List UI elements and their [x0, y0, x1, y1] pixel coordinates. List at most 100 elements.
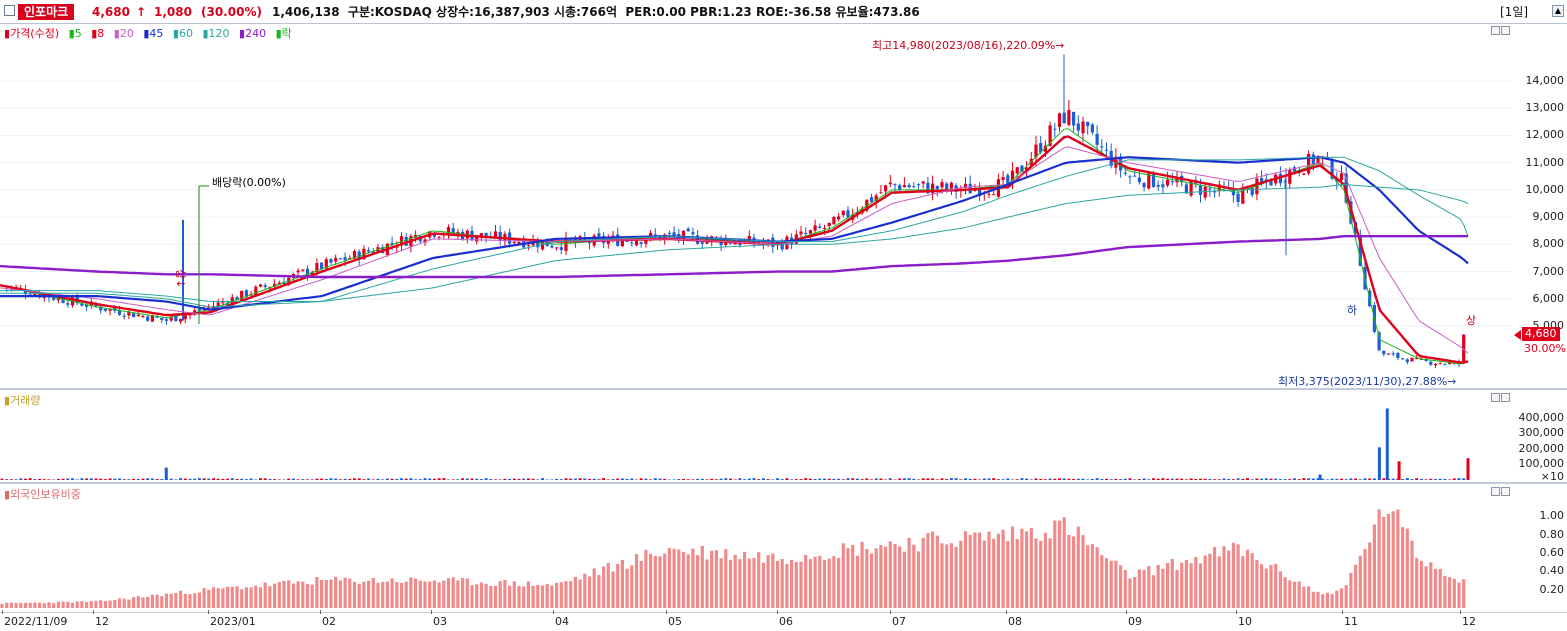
- candle-body: [146, 316, 149, 320]
- volume-bar: [198, 478, 201, 480]
- foreign-bar: [1053, 520, 1056, 608]
- candle-body: [889, 183, 892, 184]
- foreign-bar: [1006, 541, 1009, 608]
- panel-close-icon[interactable]: [1501, 393, 1510, 402]
- foreign-bar: [1453, 579, 1456, 608]
- foreign-bar: [1119, 565, 1122, 608]
- volume-bar: [597, 479, 600, 480]
- volume-bar: [489, 479, 492, 480]
- foreign-bar: [334, 577, 337, 608]
- foreign-bar: [663, 554, 666, 608]
- volume-bar: [292, 479, 295, 480]
- candle-body: [329, 259, 332, 263]
- volume-bar: [644, 479, 647, 480]
- header-checkbox[interactable]: [4, 5, 15, 16]
- foreign-bar: [475, 584, 478, 608]
- price-tick-label: 13,000: [1526, 101, 1565, 114]
- foreign-bar: [1335, 591, 1338, 608]
- foreign-bar: [414, 579, 417, 608]
- x-tick-label: 03: [433, 615, 447, 628]
- volume-bar: [1067, 479, 1070, 480]
- x-tick-mark: [666, 610, 667, 614]
- panel-minimize-icon[interactable]: [1491, 393, 1500, 402]
- volume-bar: [1406, 478, 1409, 480]
- price-panel: 최고14,980(2023/08/16),220.09%→최저3,375(202…: [0, 24, 1512, 388]
- foreign-bar: [165, 594, 168, 608]
- foreign-legend: ▮외국인보유비중: [4, 486, 84, 502]
- candle-body: [898, 185, 901, 189]
- foreign-bar: [828, 559, 831, 608]
- volume-bar: [865, 478, 868, 480]
- legend-price: ▮가격(수정): [4, 27, 62, 40]
- foreign-bar: [160, 596, 163, 608]
- volume-spike: [1386, 408, 1389, 480]
- foreign-bar: [992, 539, 995, 608]
- volume-bar: [959, 479, 962, 480]
- foreign-bar: [90, 601, 93, 608]
- stock-name[interactable]: 인포마크: [18, 4, 74, 20]
- volume-bar: [1096, 478, 1099, 480]
- foreign-bar: [1312, 592, 1315, 608]
- foreign-bar: [865, 549, 868, 608]
- volume-bar: [29, 478, 32, 480]
- candle-body: [1443, 364, 1446, 365]
- foreign-bar: [1072, 536, 1075, 608]
- foreign-bar: [1279, 571, 1282, 608]
- foreign-bar: [964, 531, 967, 608]
- volume-bar: [950, 478, 953, 480]
- foreign-bar: [292, 584, 295, 608]
- foreign-bar: [113, 600, 116, 608]
- foreign-bar: [1443, 576, 1446, 608]
- volume-bar: [1458, 478, 1461, 480]
- foreign-bar: [1016, 539, 1019, 608]
- volume-bar: [1241, 479, 1244, 480]
- foreign-bar: [254, 586, 257, 608]
- volume-bar: [80, 478, 83, 480]
- x-tick-mark: [320, 610, 321, 614]
- foreign-bar: [908, 538, 911, 608]
- volume-bar: [917, 479, 920, 480]
- volume-bar: [602, 478, 605, 480]
- foreign-bar: [1232, 543, 1235, 608]
- volume-bar: [630, 478, 633, 480]
- foreign-bar: [466, 578, 469, 608]
- candle-body: [475, 237, 478, 241]
- volume-bar: [659, 479, 662, 480]
- volume-bar: [1119, 479, 1122, 480]
- foreign-bar: [0, 604, 3, 608]
- volume-bar: [104, 479, 107, 480]
- foreign-bar: [785, 564, 788, 608]
- volume-bar: [137, 479, 140, 480]
- volume-bar: [1439, 479, 1442, 480]
- foreign-bar: [1086, 545, 1089, 608]
- foreign-bars: [0, 509, 1465, 608]
- panel-close-icon[interactable]: [1501, 487, 1510, 496]
- panel-minimize-icon[interactable]: [1491, 26, 1500, 35]
- volume-bar: [875, 478, 878, 480]
- volume-bar: [268, 479, 271, 480]
- candle-body: [1105, 150, 1108, 151]
- volume-bar: [1072, 479, 1075, 480]
- foreign-bar: [1237, 544, 1240, 608]
- volume-bar: [1194, 479, 1197, 480]
- panel-close-icon[interactable]: [1501, 26, 1510, 35]
- candle-body: [814, 225, 817, 230]
- scroll-up-icon[interactable]: ▲: [1552, 5, 1564, 17]
- volume-bar: [353, 478, 356, 480]
- volume-bar: [842, 479, 845, 480]
- volume-bar: [33, 479, 36, 480]
- candle-body: [879, 192, 882, 193]
- volume-bar: [847, 478, 850, 480]
- panel-minimize-icon[interactable]: [1491, 487, 1500, 496]
- volume-bar: [1255, 478, 1258, 480]
- foreign-bar: [320, 580, 323, 608]
- candle-body: [1006, 175, 1009, 184]
- foreign-bar: [823, 560, 826, 608]
- foreign-bar: [226, 587, 229, 608]
- period-button[interactable]: [1일]: [1500, 4, 1528, 20]
- candle-body: [1058, 113, 1061, 127]
- volume-bar: [1161, 478, 1164, 480]
- volume-bar: [231, 478, 234, 480]
- foreign-bar: [1251, 553, 1254, 608]
- foreign-bar: [1044, 533, 1047, 608]
